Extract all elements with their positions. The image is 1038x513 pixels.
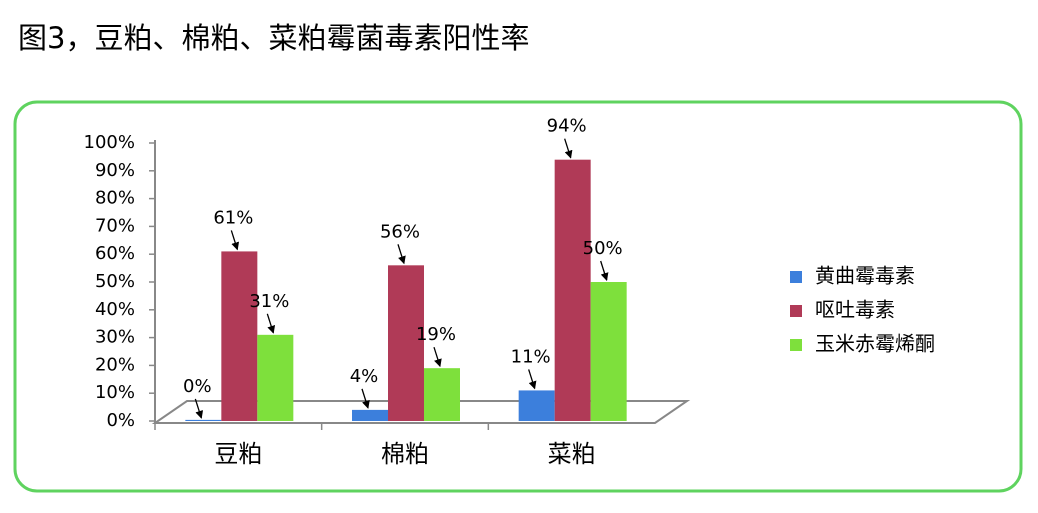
y-tick-label: 0% xyxy=(106,410,135,431)
y-tick-label: 60% xyxy=(95,243,135,264)
value-label: 61% xyxy=(213,207,253,228)
bar xyxy=(185,419,222,421)
y-tick-label: 50% xyxy=(95,271,135,292)
bar xyxy=(388,265,424,421)
legend-swatch xyxy=(790,271,802,283)
bar xyxy=(352,409,388,421)
legend-swatch xyxy=(790,305,802,317)
x-tick-label: 棉粕 xyxy=(381,440,429,468)
label-arrow xyxy=(528,369,537,390)
value-label: 94% xyxy=(547,116,587,137)
value-label: 0% xyxy=(183,376,212,397)
chart-frame xyxy=(13,100,1023,493)
bar xyxy=(424,368,460,421)
label-arrow xyxy=(433,346,442,368)
bar xyxy=(590,282,627,421)
label-arrow xyxy=(266,313,276,334)
legend-swatch xyxy=(790,339,802,351)
x-tick-label: 豆粕 xyxy=(214,440,262,468)
y-tick-label: 90% xyxy=(95,160,135,181)
value-label: 31% xyxy=(249,291,289,312)
label-arrow xyxy=(194,398,204,419)
value-label: 56% xyxy=(380,221,420,242)
y-tick-label: 40% xyxy=(95,299,135,320)
value-label: 4% xyxy=(350,366,379,387)
value-label: 11% xyxy=(511,346,551,367)
label-arrow xyxy=(600,260,609,281)
y-tick-label: 80% xyxy=(95,188,135,209)
label-arrow xyxy=(361,388,370,409)
value-label: 19% xyxy=(416,324,456,345)
bar xyxy=(257,334,294,421)
y-tick-label: 70% xyxy=(95,215,135,236)
bar xyxy=(518,390,555,421)
legend-label: 玉米赤霉烯酮 xyxy=(815,332,935,356)
x-tick-label: 菜粕 xyxy=(548,440,596,468)
chart-title: 图3，豆粕、棉粕、菜粕霉菌毒素阳性率 xyxy=(18,21,529,55)
value-label: 50% xyxy=(583,238,623,259)
label-arrow xyxy=(397,244,406,265)
y-tick-label: 30% xyxy=(95,327,135,348)
y-tick-label: 10% xyxy=(95,382,135,403)
bar xyxy=(221,251,258,421)
legend-label: 呕吐毒素 xyxy=(815,298,895,322)
label-arrow xyxy=(230,230,240,251)
label-arrow xyxy=(564,138,573,159)
legend-label: 黄曲霉毒素 xyxy=(815,264,915,288)
y-tick-label: 20% xyxy=(95,354,135,375)
y-tick-label: 100% xyxy=(84,132,135,153)
bar xyxy=(554,159,591,421)
